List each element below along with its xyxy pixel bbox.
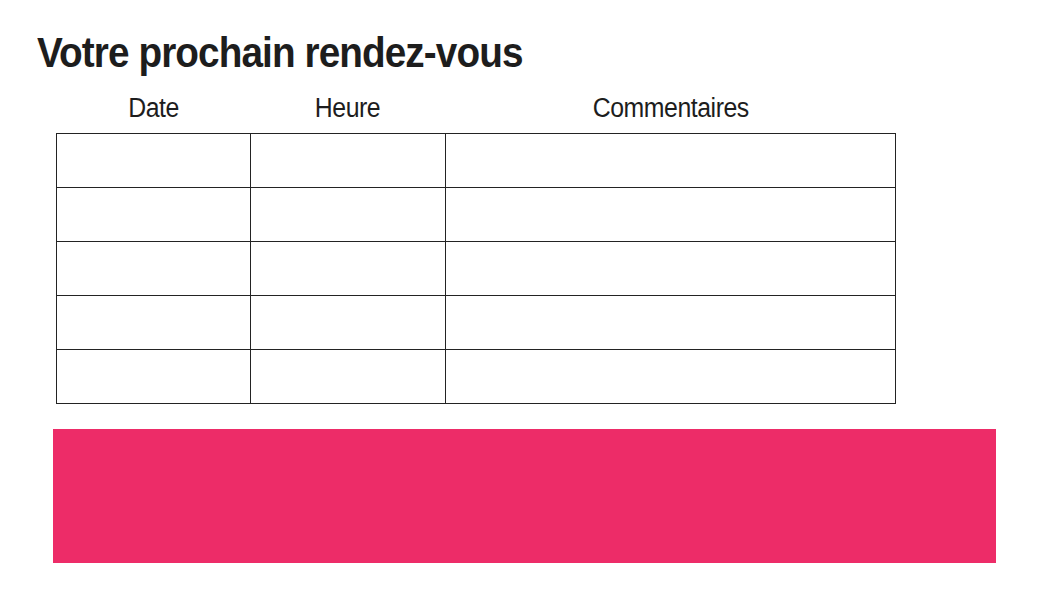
table-cell [251, 349, 446, 403]
table-cell [57, 133, 251, 187]
table-cell [251, 295, 446, 349]
table-cell [446, 349, 896, 403]
table-cell [57, 295, 251, 349]
table-cell [446, 187, 896, 241]
header-row: Date Heure Commentaires [57, 90, 896, 133]
table-row [57, 133, 896, 187]
table-cell [251, 241, 446, 295]
table-row [57, 187, 896, 241]
table-cell [57, 187, 251, 241]
table-row [57, 349, 896, 403]
table-cell [446, 133, 896, 187]
table-cell [57, 349, 251, 403]
table-row [57, 241, 896, 295]
appointments-table: Date Heure Commentaires [56, 90, 896, 404]
pink-banner [53, 429, 996, 563]
page: Votre prochain rendez-vous Date Heure Co… [0, 0, 1050, 600]
table-cell [57, 241, 251, 295]
table-cell [446, 241, 896, 295]
table-cell [251, 133, 446, 187]
appointments-table-header: Date Heure Commentaires [57, 90, 896, 133]
column-header-date: Date [57, 90, 251, 133]
column-header-commentaires: Commentaires [446, 90, 896, 133]
column-header-heure: Heure [251, 90, 446, 133]
table-cell [251, 187, 446, 241]
table-row [57, 295, 896, 349]
appointments-table-body [57, 133, 896, 403]
page-title: Votre prochain rendez-vous [37, 28, 523, 77]
table-cell [446, 295, 896, 349]
